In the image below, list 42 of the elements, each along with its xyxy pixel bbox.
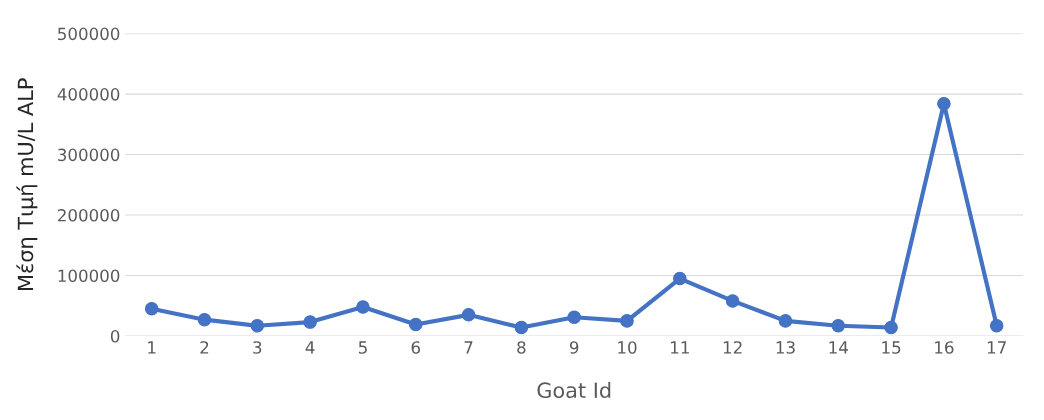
point	[250, 318, 265, 333]
y-tick-label: 300000	[58, 148, 120, 162]
y-tick-label: 200000	[58, 209, 120, 222]
x-tick-label: 12	[723, 341, 742, 354]
point	[144, 302, 159, 316]
x-tick-label: 8	[517, 341, 526, 354]
point	[461, 308, 476, 322]
x-tick-label: 2	[200, 341, 209, 354]
x-tick-label: 13	[776, 341, 795, 354]
y-tick-label: 500000	[58, 27, 120, 41]
x-tick-label: 14	[829, 341, 848, 354]
point	[673, 271, 687, 286]
point	[778, 314, 793, 328]
point	[884, 320, 898, 335]
point	[567, 310, 581, 325]
y-axis-title: Μέση Τιμή mU/L ALP	[16, 78, 38, 290]
point	[989, 318, 1004, 333]
x-tick-label: 16	[935, 341, 954, 354]
point	[408, 317, 423, 332]
x-tick-label: 1	[148, 341, 156, 354]
point	[620, 314, 634, 328]
x-axis-title: Goat Id	[537, 381, 611, 399]
x-tick-label: 17	[987, 341, 1006, 354]
x-tick-label: 6	[411, 341, 421, 354]
y-tick-label: 100000	[58, 269, 120, 283]
x-tick-label: 15	[882, 341, 901, 354]
y-tick-label: 400000	[57, 88, 120, 101]
x-tick-label: 7	[464, 341, 473, 354]
point	[514, 320, 529, 335]
point	[831, 318, 846, 333]
y-tick-label: 0	[110, 329, 120, 343]
x-tick-label: 3	[253, 341, 262, 354]
x-tick-label: 10	[618, 341, 637, 354]
x-tick-label: 4	[305, 341, 315, 354]
x-tick-label: 11	[671, 341, 689, 354]
point	[356, 300, 370, 314]
point	[937, 96, 951, 111]
point	[197, 312, 212, 327]
x-tick-label: 9	[569, 341, 579, 354]
point	[303, 315, 317, 329]
x-tick-label: 5	[358, 341, 367, 354]
point	[725, 294, 740, 308]
